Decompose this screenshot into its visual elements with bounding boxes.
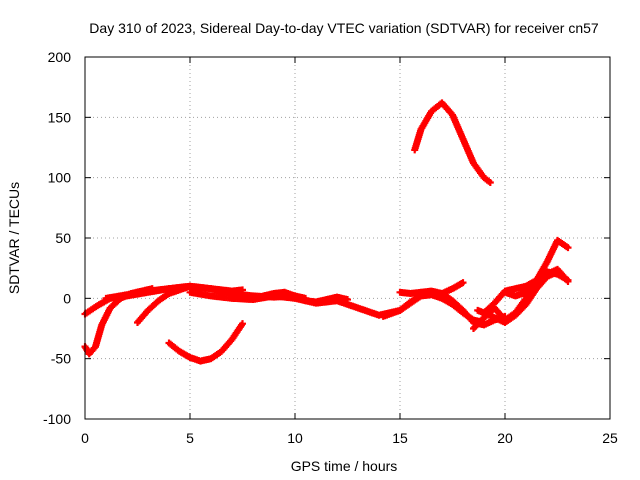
y-axis-label-group: SDTVAR / TECUs xyxy=(6,182,22,294)
series-arc5 xyxy=(165,320,246,365)
x-tick-label: 5 xyxy=(186,430,194,446)
series-arc11 xyxy=(396,279,467,298)
y-tick-label: 50 xyxy=(55,230,71,246)
chart-title: Day 310 of 2023, Sidereal Day-to-day VTE… xyxy=(89,20,599,36)
x-tick-label: 15 xyxy=(392,430,408,446)
y-tick-label: 100 xyxy=(48,170,72,186)
y-tick-label: 150 xyxy=(48,109,72,125)
axis-ticks: 0 5 10 15 20 25 -100 -50 0 50 100 150 200 xyxy=(43,49,618,446)
data-point xyxy=(486,178,494,186)
x-tick-label: 20 xyxy=(497,430,513,446)
data-point xyxy=(459,279,467,287)
y-axis-label: SDTVAR / TECUs xyxy=(6,182,22,294)
series-arc4 xyxy=(134,282,194,326)
y-tick-label: 200 xyxy=(48,49,72,65)
grid-lines xyxy=(85,57,610,419)
plot-frame xyxy=(84,56,611,420)
data-point xyxy=(564,276,572,284)
data-point xyxy=(344,296,351,304)
data-point xyxy=(564,244,572,252)
y-tick-label: -50 xyxy=(51,351,71,367)
x-tick-label: 25 xyxy=(602,430,618,446)
x-tick-label: 0 xyxy=(81,430,89,446)
data-point xyxy=(239,320,246,328)
y-tick-label: -100 xyxy=(43,411,71,427)
series-arc14 xyxy=(474,268,561,326)
series-arc8 xyxy=(411,99,494,186)
data-point xyxy=(186,282,194,290)
series-arc15 xyxy=(501,268,572,300)
y-tick-label: 0 xyxy=(63,290,71,306)
series-arc7 xyxy=(260,288,351,306)
x-tick-label: 10 xyxy=(287,430,303,446)
data-points xyxy=(81,99,572,365)
x-axis-label: GPS time / hours xyxy=(291,458,398,474)
